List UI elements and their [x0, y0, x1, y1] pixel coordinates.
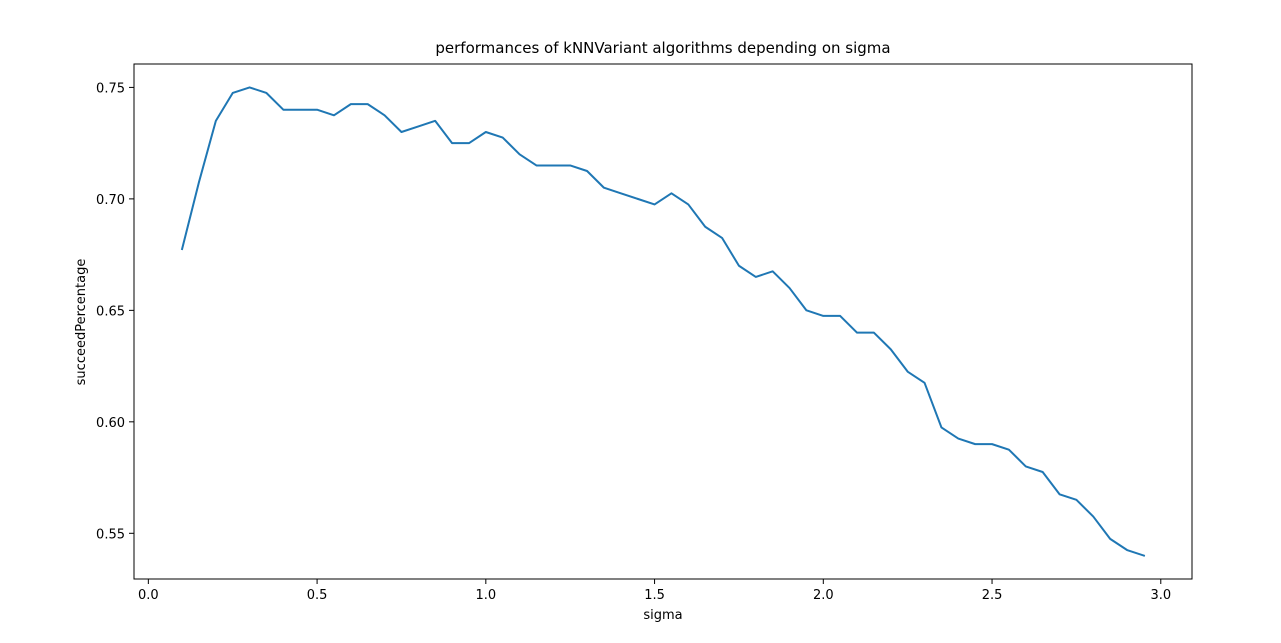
x-tick-label: 0.5 — [307, 588, 328, 603]
y-tick-label: 0.60 — [96, 416, 125, 431]
y-tick-label: 0.70 — [96, 193, 125, 208]
x-tick-label: 0.0 — [138, 588, 159, 603]
x-tick-label: 2.0 — [813, 588, 834, 603]
x-tick-label: 2.5 — [982, 588, 1003, 603]
x-tick-label: 1.0 — [475, 588, 496, 603]
x-axis-label: sigma — [643, 608, 682, 623]
y-axis-label: succeedPercentage — [74, 259, 89, 386]
series-line — [180, 86, 1146, 557]
x-axis: 0.0 0.5 1.0 1.5 2.0 2.5 3.0 — [138, 579, 1171, 603]
plot-frame — [133, 63, 1193, 580]
y-tick-label: 0.55 — [96, 527, 125, 542]
chart-title: performances of kNNVariant algorithms de… — [435, 39, 890, 57]
y-tick-label: 0.75 — [96, 81, 125, 96]
y-axis: 0.55 0.60 0.65 0.70 0.75 — [96, 81, 134, 542]
y-tick-label: 0.65 — [96, 304, 125, 319]
x-tick-label: 3.0 — [1150, 588, 1171, 603]
x-tick-label: 1.5 — [644, 588, 665, 603]
